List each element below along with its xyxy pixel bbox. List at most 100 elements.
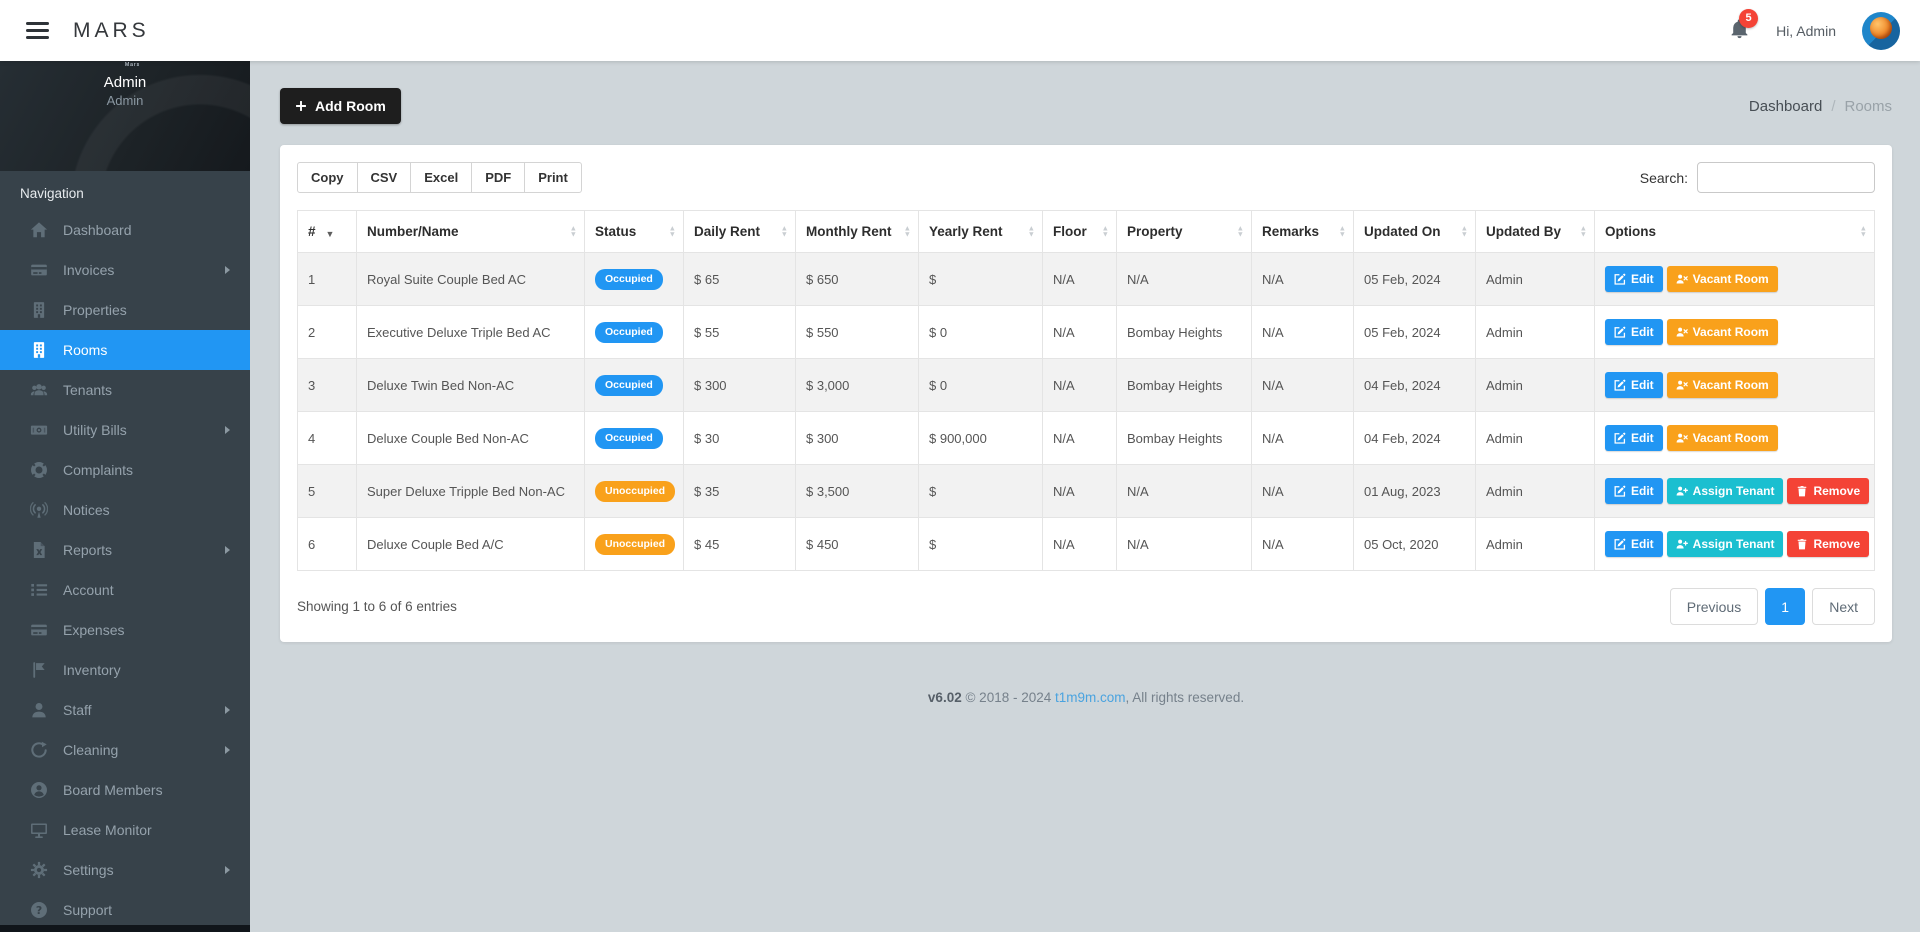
cell-floor: N/A: [1042, 517, 1117, 571]
sidebar-item-label: Account: [63, 582, 114, 598]
search-input[interactable]: [1697, 162, 1875, 193]
gear-icon: [30, 861, 48, 879]
column-header-updated-on[interactable]: Updated On ▲ ▼: [1353, 210, 1476, 253]
edit-button[interactable]: Edit: [1605, 531, 1663, 557]
sidebar-item-staff[interactable]: Staff: [0, 690, 250, 730]
column-header-[interactable]: # ▼: [297, 210, 357, 253]
pagination-page-1-button[interactable]: 1: [1765, 588, 1806, 625]
life-ring-icon: [30, 461, 48, 479]
sidebar-item-properties[interactable]: Properties: [0, 290, 250, 330]
sidebar-item-dashboard[interactable]: Dashboard: [0, 210, 250, 250]
sidebar-item-complaints[interactable]: Complaints: [0, 450, 250, 490]
cell-updated-by: Admin: [1475, 252, 1595, 306]
edit-button[interactable]: Edit: [1605, 266, 1663, 292]
breadcrumb-dashboard[interactable]: Dashboard: [1748, 97, 1823, 115]
vacant-button[interactable]: Vacant Room: [1666, 425, 1778, 451]
cell-monthly: $ 300: [795, 411, 919, 465]
sidebar-item-reports[interactable]: Reports: [0, 530, 250, 570]
column-header-status[interactable]: Status ▲ ▼: [584, 210, 684, 253]
sidebar-item-board-members[interactable]: Board Members: [0, 770, 250, 810]
sidebar-item-invoices[interactable]: Invoices: [0, 250, 250, 290]
copy-export-button[interactable]: Copy: [297, 162, 358, 193]
sidebar-item-label: Board Members: [63, 782, 163, 798]
mars-planet-icon: [1869, 17, 1893, 40]
column-header-options[interactable]: Options ▲ ▼: [1594, 210, 1875, 253]
column-header-floor[interactable]: Floor ▲ ▼: [1042, 210, 1117, 253]
chevron-right-icon: [225, 426, 230, 434]
cell-yearly: $: [918, 464, 1043, 518]
column-header-monthly-rent[interactable]: Monthly Rent ▲ ▼: [795, 210, 919, 253]
sidebar-item-inventory[interactable]: Inventory: [0, 650, 250, 690]
sidebar-item-account[interactable]: Account: [0, 570, 250, 610]
user-avatar[interactable]: [1862, 11, 1900, 50]
notifications-button[interactable]: 5: [1729, 8, 1759, 45]
remove-button[interactable]: Remove: [1787, 531, 1870, 557]
table-row: 4 Deluxe Couple Bed Non-AC Occupied $ 30 $ 3…: [297, 411, 1875, 465]
cell-daily: $ 55: [683, 305, 796, 359]
sidebar-item-label: Complaints: [63, 462, 134, 478]
sidebar-item-label: Dashboard: [63, 222, 132, 238]
cell-status: Occupied: [584, 305, 684, 359]
bell-icon: [1729, 18, 1750, 44]
cell-property: N/A: [1116, 517, 1252, 571]
sidebar-item-expenses[interactable]: Expenses: [0, 610, 250, 650]
sidebar-item-tenants[interactable]: Tenants: [0, 370, 250, 410]
home-icon: [30, 221, 48, 239]
edit-button[interactable]: Edit: [1605, 319, 1663, 345]
edit-button[interactable]: Edit: [1605, 372, 1663, 398]
cell-daily: $ 30: [683, 411, 796, 465]
edit-button[interactable]: Edit: [1605, 425, 1663, 451]
sort-icon: ▲ ▼: [1236, 223, 1244, 239]
column-header-number-name[interactable]: Number/Name ▲ ▼: [356, 210, 585, 253]
sidebar-item-cleaning[interactable]: Cleaning: [0, 730, 250, 770]
footer-link[interactable]: t1m9m.com: [1055, 690, 1126, 705]
status-badge: Unoccupied: [595, 480, 676, 502]
assign-button[interactable]: Assign Tenant: [1666, 478, 1784, 504]
cell-remarks: N/A: [1251, 252, 1354, 306]
person-x-icon: [1676, 326, 1688, 338]
add-room-button[interactable]: Add Room: [280, 88, 401, 124]
edit-button[interactable]: Edit: [1605, 478, 1663, 504]
cell-property: N/A: [1116, 252, 1252, 306]
pencil-square-icon: [1614, 273, 1626, 285]
sidebar-item-notices[interactable]: Notices: [0, 490, 250, 530]
excel-export-button[interactable]: Excel: [410, 162, 473, 193]
column-header-yearly-rent[interactable]: Yearly Rent ▲ ▼: [918, 210, 1043, 253]
desktop-icon: [30, 821, 48, 839]
vacant-button[interactable]: Vacant Room: [1666, 319, 1778, 345]
page-footer: v6.02 © 2018 - 2024 t1m9m.com, All right…: [927, 690, 1245, 705]
export-button-group: Copy CSV Excel PDF Print: [297, 162, 582, 193]
user-greeting: Hi, Admin: [1776, 22, 1836, 39]
status-badge: Occupied: [595, 427, 663, 449]
csv-export-button[interactable]: CSV: [356, 162, 412, 193]
cell-options: Edit Vacant Room: [1594, 411, 1875, 465]
remove-button[interactable]: Remove: [1787, 478, 1870, 504]
pdf-export-button[interactable]: PDF: [471, 162, 526, 193]
sidebar-item-support[interactable]: ? Support: [0, 890, 250, 930]
sort-icon: ▲ ▼: [903, 223, 911, 239]
status-badge: Occupied: [595, 321, 663, 343]
menu-toggle-icon[interactable]: [24, 18, 51, 43]
column-header-daily-rent[interactable]: Daily Rent ▲ ▼: [683, 210, 796, 253]
pagination-previous-button[interactable]: Previous: [1669, 588, 1759, 625]
person-x-icon: [1676, 379, 1688, 391]
vacant-button[interactable]: Vacant Room: [1666, 266, 1778, 292]
cell-number-name: Royal Suite Couple Bed AC: [356, 252, 585, 306]
assign-button[interactable]: Assign Tenant: [1666, 531, 1784, 557]
column-header-updated-by[interactable]: Updated By ▲ ▼: [1475, 210, 1595, 253]
cell-updated-on: 01 Aug, 2023: [1353, 464, 1476, 518]
sidebar-item-rooms[interactable]: Rooms: [0, 330, 250, 370]
cell-yearly: $ 900,000: [918, 411, 1043, 465]
sidebar: Mars Admin Admin Navigation Dashboard Inv…: [0, 61, 250, 932]
print-export-button[interactable]: Print: [524, 162, 582, 193]
sidebar-item-label: Properties: [63, 302, 127, 318]
sidebar-item-utility-bills[interactable]: Utility Bills: [0, 410, 250, 450]
sidebar-item-settings[interactable]: Settings: [0, 850, 250, 890]
app-logo[interactable]: MARS: [73, 18, 150, 42]
vacant-button[interactable]: Vacant Room: [1666, 372, 1778, 398]
user-icon: [30, 701, 48, 719]
column-header-property[interactable]: Property ▲ ▼: [1116, 210, 1252, 253]
pagination-next-button[interactable]: Next: [1812, 588, 1875, 625]
column-header-remarks[interactable]: Remarks ▲ ▼: [1251, 210, 1354, 253]
sidebar-item-lease-monitor[interactable]: Lease Monitor: [0, 810, 250, 850]
